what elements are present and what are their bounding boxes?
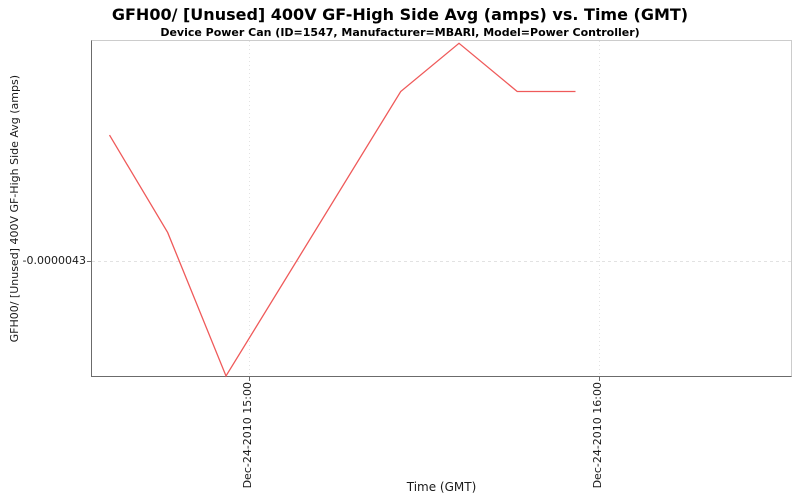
y-tick-label: -0.0000043 — [22, 254, 86, 267]
x-tick-mark — [249, 377, 250, 381]
x-tick-label: Dec-24-2010 16:00 — [591, 382, 604, 489]
y-axis-title: GFH00/ [Unused] 400V GF-High Side Avg (a… — [5, 40, 23, 377]
series-line — [108, 42, 576, 378]
y-tick-mark — [87, 261, 91, 262]
chart-title: GFH00/ [Unused] 400V GF-High Side Avg (a… — [111, 5, 689, 24]
plot-canvas — [92, 41, 791, 378]
plot-area — [91, 40, 792, 378]
x-axis-title: Time (GMT) — [406, 480, 477, 494]
x-tick-mark — [599, 377, 600, 381]
chart-subtitle: Device Power Can (ID=1547, Manufacturer=… — [160, 26, 640, 39]
y-axis-title-text: GFH00/ [Unused] 400V GF-High Side Avg (a… — [7, 74, 21, 343]
x-tick-label: Dec-24-2010 15:00 — [241, 382, 254, 489]
